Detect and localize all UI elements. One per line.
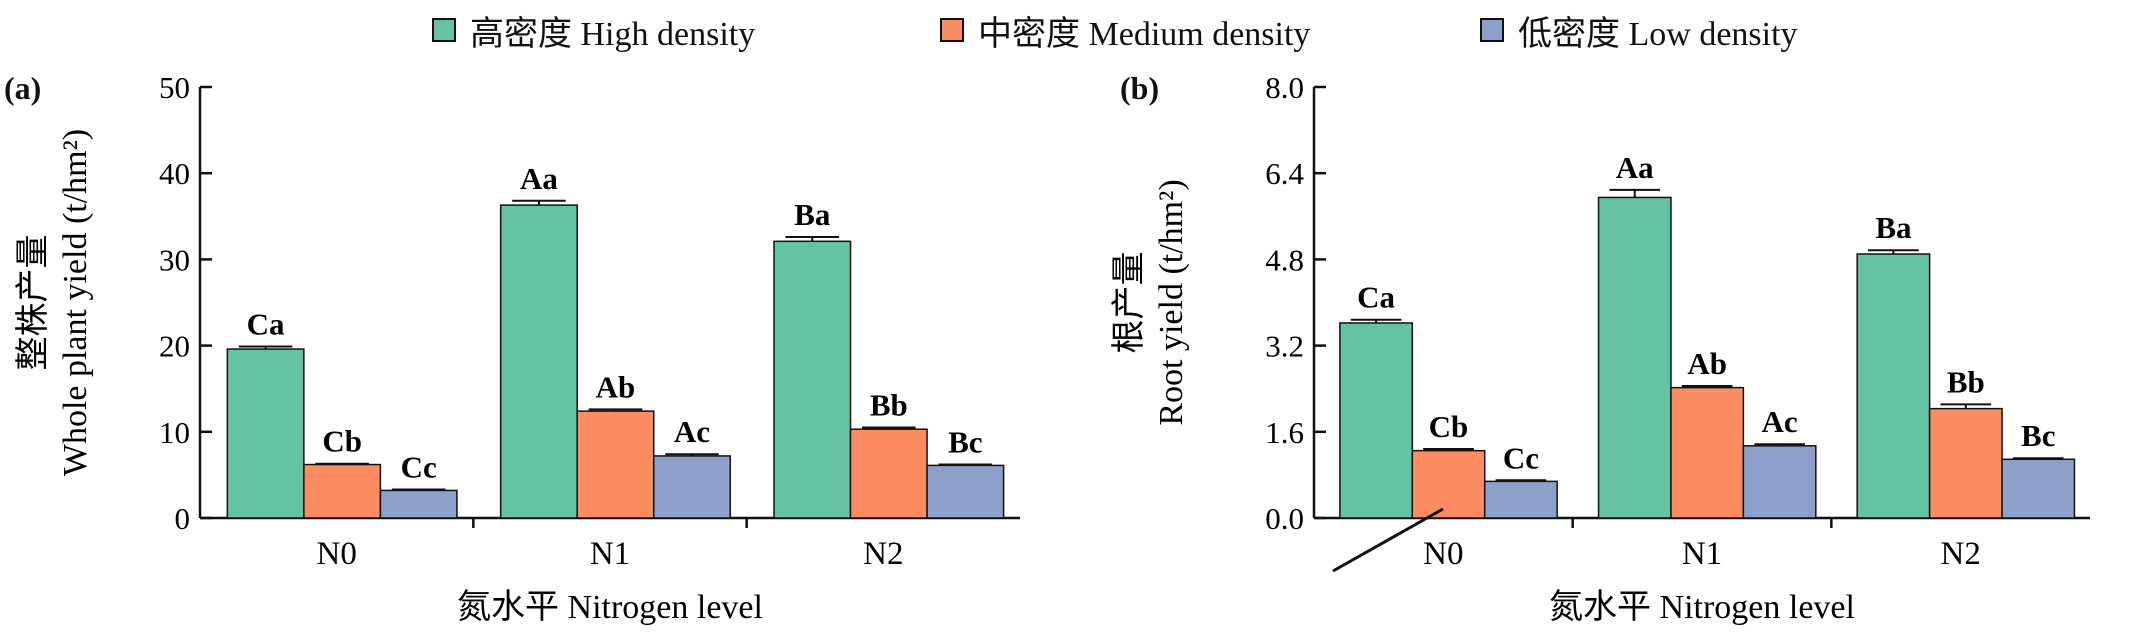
panel-a-bar-low-n0: [379, 489, 458, 519]
panel-b-significance-label-low-n2: Bc: [2021, 418, 2055, 453]
legend-label-low-density: 低密度 Low density: [1518, 15, 1798, 53]
panel-b-y-tick-label-3: 4.8: [1265, 242, 1304, 277]
panel-b-bar-high-n2: [1856, 253, 1931, 519]
panel-a-bar-medium-n0: [303, 463, 382, 519]
panel-a-y-tick-label-3: 30: [159, 242, 190, 277]
legend-item-high-density: 高密度 High density: [432, 10, 755, 53]
panel-b-tag: (b): [1120, 70, 1160, 106]
panel-b-significance-label-medium-n2: Bb: [1947, 364, 1985, 399]
panel-a-significance-label-medium-n1: Ab: [596, 369, 636, 404]
panel-b-bar-medium-n0: [1411, 449, 1486, 519]
legend-label-high-density: 高密度 High density: [470, 15, 756, 53]
panel-b-category-label-n2: N2: [1940, 536, 1980, 572]
legend-swatch-high-density: [432, 18, 456, 42]
panel-a-category-label-n1: N1: [590, 536, 630, 572]
panel-a-y-tick-label-0: 0: [175, 501, 191, 536]
panel-a-y-axis-title-cn: 整株产量: [14, 235, 52, 371]
panel-b-category-label-n1: N1: [1682, 536, 1722, 572]
panel-a-bar-medium-n2: [849, 428, 928, 519]
panel-a-bar-high-n1: [499, 204, 578, 519]
panel-a-significance-label-low-n1: Ac: [674, 414, 710, 449]
panel-b-significance-label-high-n2: Ba: [1875, 210, 1912, 245]
legend-swatch-low-density: [1480, 18, 1504, 42]
panel-a-category-label-n0: N0: [316, 536, 356, 572]
panel-b-y-tick-label-0: 0.0: [1265, 501, 1304, 536]
panel-b-y-tick-label-1: 1.6: [1265, 415, 1304, 450]
panel-a-tag: (a): [4, 70, 42, 106]
panel-b-significance-label-high-n0: Ca: [1357, 280, 1395, 315]
panel-b-bar-low-n1: [1742, 445, 1817, 519]
panel-a-y-tick-label-1: 10: [159, 415, 190, 450]
panel-b-significance-label-low-n0: Cc: [1503, 440, 1539, 475]
panel-b-bar-high-n1: [1597, 196, 1672, 519]
panel-b-bar-medium-n1: [1670, 386, 1745, 519]
legend-label-medium-density: 中密度 Medium density: [978, 15, 1311, 53]
panel-a-y-tick-label-2: 20: [159, 329, 190, 364]
panel-b-y-axis-title-en: Root yield (t/hm²): [1153, 179, 1190, 425]
whole-plant-yield-chart: 0 10 20 30 40 50 N0 N1 N2 Ca Aa Ba Cb Ab Bb Cc Ac Bc 氮水平 N…: [14, 70, 1020, 626]
panel-b-x-axis-title: 氮水平 Nitrogen level: [1549, 588, 1855, 626]
panel-a-category-label-n2: N2: [863, 536, 903, 572]
panel-a-significance-label-high-n1: Aa: [520, 161, 558, 196]
panel-b-annotation-line: [1332, 507, 1444, 573]
legend-item-medium-density: 中密度 Medium density: [940, 10, 1310, 53]
panel-a-significance-label-low-n2: Bc: [948, 425, 982, 460]
panel-b-significance-label-medium-n0: Cb: [1429, 409, 1469, 444]
panel-b-y-tick-label-2: 3.2: [1265, 329, 1304, 364]
panel-a-y-axis-title-en: Whole plant yield (t/hm²): [57, 129, 94, 476]
panel-a-bar-high-n2: [773, 240, 852, 519]
panel-a-significance-label-medium-n2: Bb: [870, 387, 908, 422]
panel-a-y-tick-label-4: 40: [159, 156, 190, 191]
panel-a-y-tick-label-5: 50: [159, 70, 190, 105]
legend-item-low-density: 低密度 Low density: [1480, 10, 1798, 53]
panel-b-bar-high-n0: [1339, 322, 1414, 519]
panel-a-significance-label-high-n0: Ca: [247, 306, 285, 341]
root-yield-chart: 0.0 1.6 3.2 4.8 6.4 8.0 N0 N1 N2 Ca Aa Ba Cb Ab Bb Cc Ac…: [1110, 70, 2090, 626]
panel-b-significance-label-medium-n1: Ab: [1687, 346, 1727, 381]
panel-b-bar-low-n2: [2001, 458, 2076, 519]
panel-b-y-axis-title-cn: 根产量: [1110, 252, 1148, 354]
panel-b-significance-label-high-n1: Aa: [1616, 150, 1654, 185]
chart-legend: 高密度 High density 中密度 Medium density 低密度 …: [0, 0, 2132, 60]
panel-a-x-axis-title: 氮水平 Nitrogen level: [457, 588, 763, 626]
panel-b-significance-label-low-n1: Ac: [1762, 404, 1798, 439]
panel-a-significance-label-low-n0: Cc: [401, 450, 437, 485]
panel-b-y-tick-label-5: 8.0: [1265, 70, 1304, 105]
legend-swatch-medium-density: [940, 18, 964, 42]
panel-a-bar-low-n1: [652, 455, 732, 519]
panel-b-category-label-n0: N0: [1423, 536, 1463, 572]
panel-a-significance-label-medium-n0: Cb: [322, 424, 362, 459]
panel-b-bar-medium-n2: [1928, 407, 2003, 519]
panel-b-bar-low-n0: [1483, 480, 1558, 519]
panel-b-y-tick-label-4: 6.4: [1265, 156, 1304, 191]
panel-a-significance-label-high-n2: Ba: [794, 197, 831, 232]
panel-a-bar-high-n0: [226, 348, 305, 519]
panel-a-bar-low-n2: [926, 464, 1005, 519]
panel-a-bar-medium-n1: [576, 410, 655, 519]
